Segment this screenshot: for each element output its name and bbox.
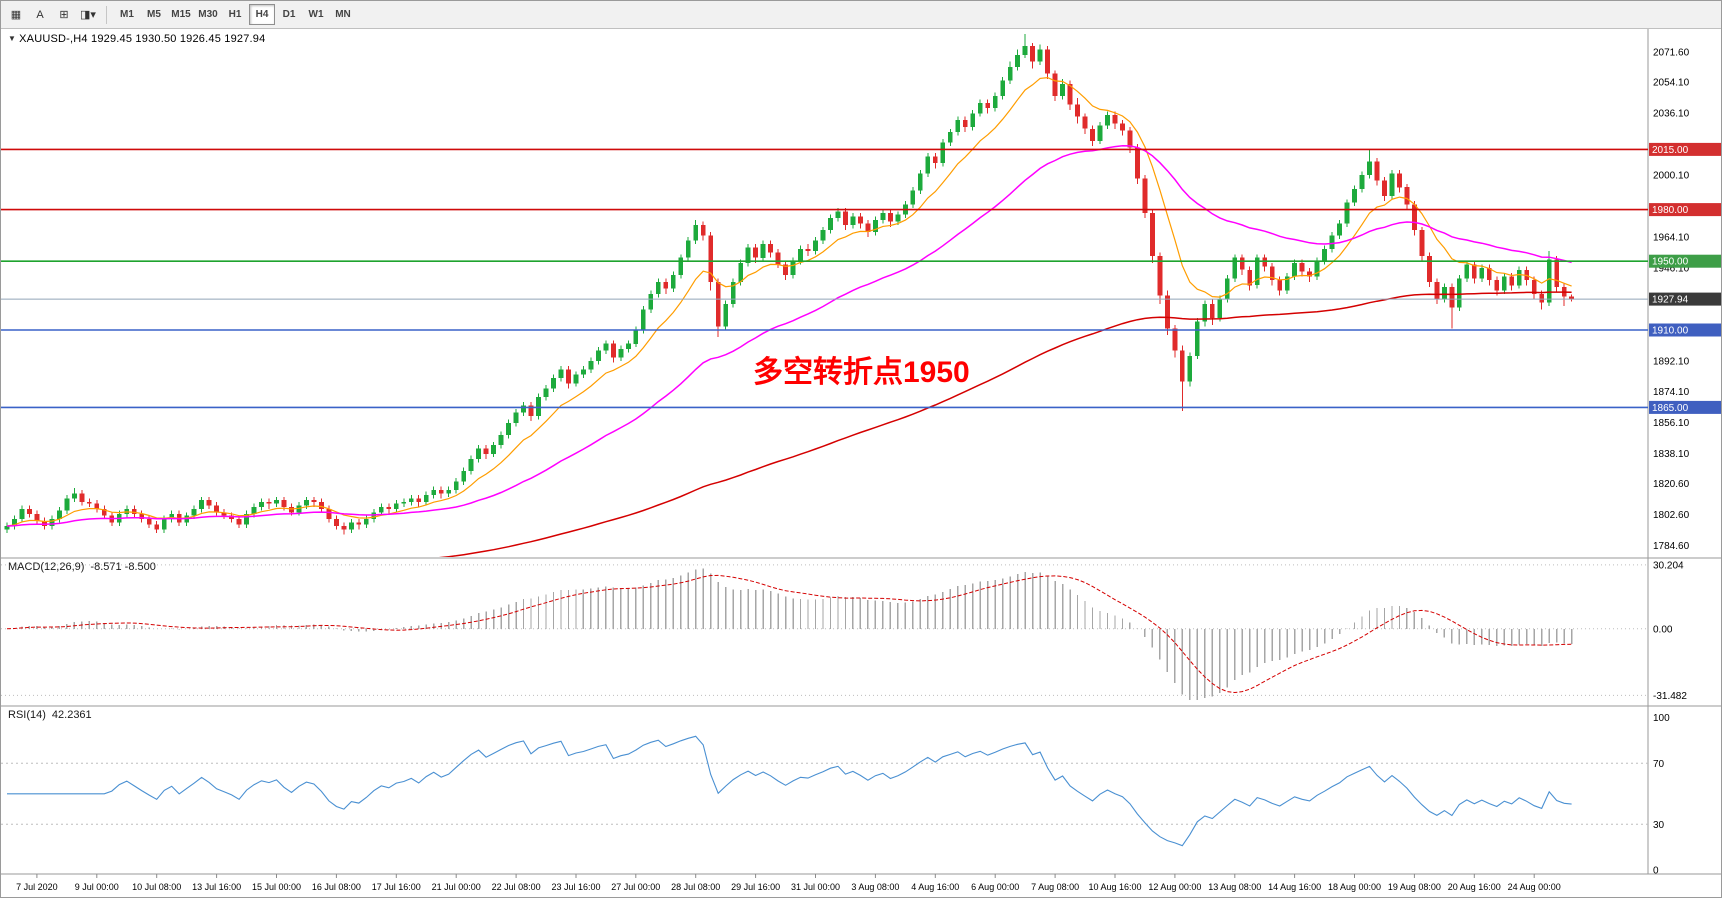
- svg-text:6 Aug 00:00: 6 Aug 00:00: [971, 882, 1019, 892]
- svg-text:17 Jul 16:00: 17 Jul 16:00: [372, 882, 421, 892]
- timeframe-mn-button[interactable]: MN: [335, 9, 351, 20]
- svg-text:30: 30: [1653, 820, 1665, 831]
- horizontal-level-lines[interactable]: [1, 148, 1648, 409]
- rsi-pane-label: RSI(14) 42.2361: [8, 709, 98, 721]
- timeframe-h1-button[interactable]: H1: [228, 9, 242, 20]
- svg-text:1802.60: 1802.60: [1653, 510, 1690, 521]
- time-axis[interactable]: 7 Jul 2020 9 Jul 00:00 10 Jul 08:00 13 Jul …: [16, 874, 1561, 892]
- pane-separators: [1, 29, 1721, 875]
- svg-text:1910.00: 1910.00: [1652, 326, 1689, 337]
- macd-pane-label: MACD(12,26,9) -8.571 -8.500: [8, 561, 162, 573]
- svg-text:13 Jul 16:00: 13 Jul 16:00: [192, 882, 241, 892]
- price-badge: 2015.00: [1649, 142, 1721, 156]
- svg-text:16 Jul 08:00: 16 Jul 08:00: [312, 882, 361, 892]
- svg-text:18 Aug 00:00: 18 Aug 00:00: [1328, 882, 1381, 892]
- svg-text:1950.00: 1950.00: [1652, 257, 1689, 268]
- timeframe-m5-button[interactable]: M5: [147, 9, 161, 20]
- rsi-label: RSI(14): [8, 709, 46, 721]
- svg-text:7 Aug 08:00: 7 Aug 08:00: [1031, 882, 1079, 892]
- timeframe-w1-button[interactable]: W1: [308, 9, 324, 20]
- svg-text:24 Aug 00:00: 24 Aug 00:00: [1508, 882, 1561, 892]
- svg-text:20 Aug 16:00: 20 Aug 16:00: [1448, 882, 1501, 892]
- moving-average-lines: [6, 76, 1572, 557]
- rsi-line: [7, 735, 1572, 847]
- svg-text:1946.10: 1946.10: [1653, 263, 1690, 274]
- price-badge: 1980.00: [1649, 203, 1721, 217]
- timeframe-d1-button[interactable]: D1: [282, 9, 296, 20]
- svg-text:0.00: 0.00: [1653, 624, 1673, 635]
- timeframe-h4-button[interactable]: H4: [249, 4, 275, 25]
- svg-text:2036.10: 2036.10: [1653, 109, 1690, 120]
- svg-text:70: 70: [1653, 759, 1665, 770]
- rsi-value: 42.2361: [51, 709, 92, 721]
- timeframe-m30-button[interactable]: M30: [198, 9, 218, 20]
- macd-indicator: 30.204 0.00 -31.482: [1, 560, 1687, 702]
- timeframe-m15-button[interactable]: M15: [171, 9, 191, 20]
- svg-text:9 Jul 00:00: 9 Jul 00:00: [75, 882, 119, 892]
- price-badge: 1910.00: [1649, 323, 1721, 337]
- svg-text:31 Jul 00:00: 31 Jul 00:00: [791, 882, 840, 892]
- toolbar-separator: [106, 5, 107, 24]
- svg-text:1865.00: 1865.00: [1652, 403, 1689, 414]
- chart-area[interactable]: 2071.60 2054.10 2036.10 2000.10 1964.10 1946.…: [1, 29, 1722, 898]
- template-dropdown-icon[interactable]: ◨▾: [80, 9, 96, 21]
- svg-text:-31.482: -31.482: [1653, 691, 1687, 702]
- svg-text:28 Jul 08:00: 28 Jul 08:00: [671, 882, 720, 892]
- svg-text:2071.60: 2071.60: [1653, 48, 1690, 59]
- svg-text:0: 0: [1653, 866, 1659, 877]
- svg-text:10 Aug 16:00: 10 Aug 16:00: [1088, 882, 1141, 892]
- chart-annotation-text[interactable]: 多空转折点1950: [753, 356, 970, 389]
- svg-text:30.204: 30.204: [1653, 560, 1684, 571]
- macd-label: MACD(12,26,9): [8, 561, 85, 573]
- font-tool-icon[interactable]: A: [36, 8, 44, 21]
- svg-text:2054.10: 2054.10: [1653, 78, 1690, 89]
- svg-text:4 Aug 16:00: 4 Aug 16:00: [911, 882, 959, 892]
- price-axis[interactable]: 2071.60 2054.10 2036.10 2000.10 1964.10 1946.…: [1649, 48, 1721, 553]
- symbol-quote: ▼ XAUUSD-,H4 1929.45 1930.50 1926.45 1927…: [8, 33, 265, 45]
- svg-text:1980.00: 1980.00: [1652, 205, 1689, 216]
- svg-text:10 Jul 08:00: 10 Jul 08:00: [132, 882, 181, 892]
- svg-text:1838.10: 1838.10: [1653, 449, 1690, 460]
- price-badge: 1950.00: [1649, 254, 1721, 268]
- macd-signal-line: [6, 574, 1572, 694]
- svg-text:23 Jul 16:00: 23 Jul 16:00: [551, 882, 600, 892]
- svg-text:1820.60: 1820.60: [1653, 479, 1690, 490]
- svg-text:21 Jul 00:00: 21 Jul 00:00: [432, 882, 481, 892]
- svg-text:1927.94: 1927.94: [1652, 295, 1689, 306]
- svg-text:1856.10: 1856.10: [1653, 418, 1690, 429]
- svg-text:2000.10: 2000.10: [1653, 171, 1690, 182]
- quote-ohlc: 1929.45 1930.50 1926.45 1927.94: [91, 33, 266, 45]
- svg-text:22 Jul 08:00: 22 Jul 08:00: [492, 882, 541, 892]
- macd-values: -8.571 -8.500: [90, 561, 156, 573]
- rsi-indicator: 100 70 30 0: [1, 713, 1670, 877]
- svg-text:19 Aug 08:00: 19 Aug 08:00: [1388, 882, 1441, 892]
- svg-text:14 Aug 16:00: 14 Aug 16:00: [1268, 882, 1321, 892]
- symbol-dropdown-icon[interactable]: ▼: [8, 34, 17, 43]
- svg-text:1874.10: 1874.10: [1653, 387, 1690, 398]
- svg-text:29 Jul 16:00: 29 Jul 16:00: [731, 882, 780, 892]
- svg-text:1784.60: 1784.60: [1653, 541, 1690, 552]
- svg-text:12 Aug 00:00: 12 Aug 00:00: [1148, 882, 1201, 892]
- svg-text:3 Aug 08:00: 3 Aug 08:00: [851, 882, 899, 892]
- timeframe-group: M1 M5 M15 M30 H1 H4 D1 W1 MN: [114, 4, 356, 25]
- price-badge: 1927.94: [1649, 292, 1721, 306]
- timeframe-m1-button[interactable]: M1: [120, 9, 134, 20]
- svg-text:1964.10: 1964.10: [1653, 232, 1690, 243]
- symbol-name: XAUUSD-,H4: [19, 33, 88, 45]
- svg-text:27 Jul 00:00: 27 Jul 00:00: [611, 882, 660, 892]
- macd-histogram: [13, 568, 1573, 701]
- svg-text:2015.00: 2015.00: [1652, 145, 1689, 156]
- svg-text:13 Aug 08:00: 13 Aug 08:00: [1208, 882, 1261, 892]
- chart-type-icon[interactable]: ⊞: [59, 9, 69, 21]
- svg-text:100: 100: [1653, 713, 1670, 724]
- svg-text:15 Jul 00:00: 15 Jul 00:00: [252, 882, 301, 892]
- toolbar: ▦ A ⊞ ◨▾ M1 M5 M15 M30 H1 H4 D1 W1 MN: [1, 1, 1721, 29]
- svg-text:7 Jul 2020: 7 Jul 2020: [16, 882, 58, 892]
- candlestick-series: [4, 34, 1574, 535]
- chart-icon[interactable]: ▦: [10, 9, 22, 21]
- price-badge: 1865.00: [1649, 400, 1721, 414]
- svg-text:1892.10: 1892.10: [1653, 356, 1690, 367]
